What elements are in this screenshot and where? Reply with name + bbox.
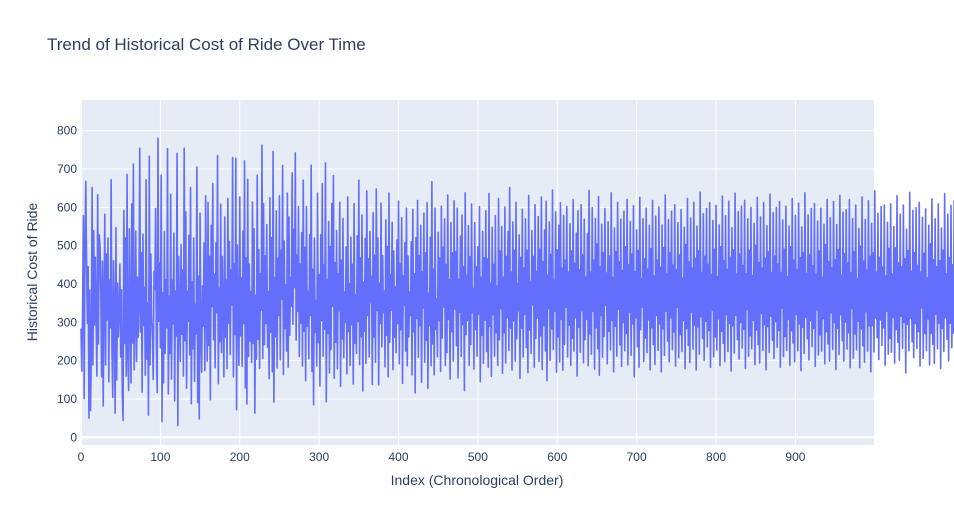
axis-ticks: 0 100 200 300 400 500 600 700 800 0 100 200 300 400 50… [57, 124, 806, 464]
x-tick-label: 700 [627, 450, 647, 464]
x-tick-label: 300 [309, 450, 329, 464]
x-tick-label: 200 [230, 450, 250, 464]
x-tick-label: 600 [547, 450, 567, 464]
x-tick-label: 100 [150, 450, 170, 464]
y-tick-label: 800 [57, 124, 77, 138]
y-tick-label: 700 [57, 162, 77, 176]
y-tick-label: 0 [70, 430, 77, 444]
x-tick-label: 800 [706, 450, 726, 464]
y-tick-label: 200 [57, 354, 77, 368]
chart-title: Trend of Historical Cost of Ride Over Ti… [47, 35, 366, 54]
x-tick-label: 0 [78, 450, 85, 464]
y-tick-label: 300 [57, 315, 77, 329]
x-tick-label: 400 [389, 450, 409, 464]
x-tick-label: 500 [468, 450, 488, 464]
y-tick-label: 100 [57, 392, 77, 406]
y-tick-label: 400 [57, 277, 77, 291]
y-tick-label: 500 [57, 239, 77, 253]
series-line [80, 137, 954, 427]
series-lines [80, 137, 954, 427]
y-tick-label: 600 [57, 200, 77, 214]
x-axis-label: Index (Chronological Order) [391, 472, 564, 488]
y-axis-label: Historical Cost of Ride [24, 203, 40, 342]
x-tick-label: 900 [785, 450, 805, 464]
